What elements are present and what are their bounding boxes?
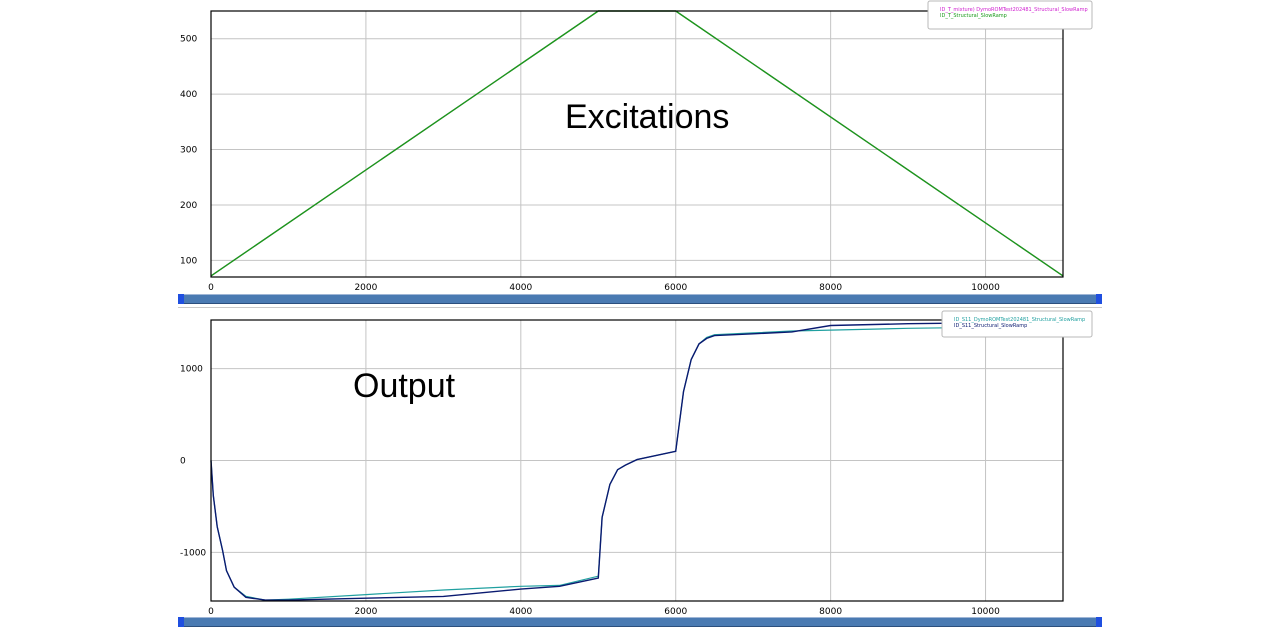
legend-entry: ID_T_mixture) DymoROMTest202481_Structur…: [940, 7, 1088, 13]
x-tick-label: 4000: [509, 607, 532, 617]
y-tick-label: 200: [180, 201, 197, 211]
top-chart-scrollbar[interactable]: [178, 294, 1102, 304]
chart-title-output: Output: [353, 367, 456, 405]
x-tick-label: 0: [208, 607, 214, 617]
legend-entry: ID_T_Structural_SlowRamp: [940, 13, 1007, 19]
x-tick-label: 4000: [509, 283, 532, 293]
scrollbar-left-handle[interactable]: [178, 294, 184, 304]
plot-area: [211, 11, 1063, 277]
x-tick-label: 10000: [971, 607, 1000, 617]
y-tick-label: 300: [180, 146, 197, 156]
x-tick-label: 6000: [664, 283, 687, 293]
x-tick-label: 0: [208, 283, 214, 293]
scrollbar-track[interactable]: [178, 294, 1102, 304]
x-tick-label: 2000: [354, 607, 377, 617]
scrollbar-right-handle[interactable]: [1096, 294, 1102, 304]
series-line-2: [210, 320, 1064, 601]
legend-box: [927, 0, 1093, 30]
x-tick-label: 8000: [819, 607, 842, 617]
x-tick-label: 2000: [354, 283, 377, 293]
chart-excitations: 0 2000 4000 6000 8000 10000 100 200 300 400 500 ID_…: [180, 0, 1093, 293]
scrollbar-track[interactable]: [178, 617, 1102, 627]
x-tick-label: 10000: [971, 283, 1000, 293]
panel-divider: [178, 307, 1102, 308]
chart-title-excitations: Excitations: [565, 98, 730, 136]
y-tick-label: 1000: [180, 365, 203, 375]
y-tick-label: 0: [180, 457, 186, 467]
legend-entry: ID_S11_DymoROMTest202481_Structural_Slow…: [954, 317, 1085, 323]
y-tick-label: -1000: [180, 548, 206, 558]
y-tick-label: 500: [180, 35, 197, 45]
chart-output: 0 2000 4000 6000 8000 1000010000-1000ID_S11_D…: [180, 310, 1093, 617]
scrollbar-right-handle[interactable]: [1096, 617, 1102, 627]
x-tick-label: 6000: [664, 607, 687, 617]
y-tick-label: 100: [180, 256, 197, 266]
legend-box: [941, 310, 1093, 338]
legend-entry: ID_S11_Structural_SlowRamp: [954, 323, 1027, 329]
plot-frame: [210, 10, 1064, 278]
x-tick-label: 8000: [819, 283, 842, 293]
bottom-chart-scrollbar[interactable]: [178, 617, 1102, 627]
scrollbar-left-handle[interactable]: [178, 617, 184, 627]
plot-frame: [210, 319, 1064, 602]
y-tick-label: 400: [180, 90, 197, 100]
